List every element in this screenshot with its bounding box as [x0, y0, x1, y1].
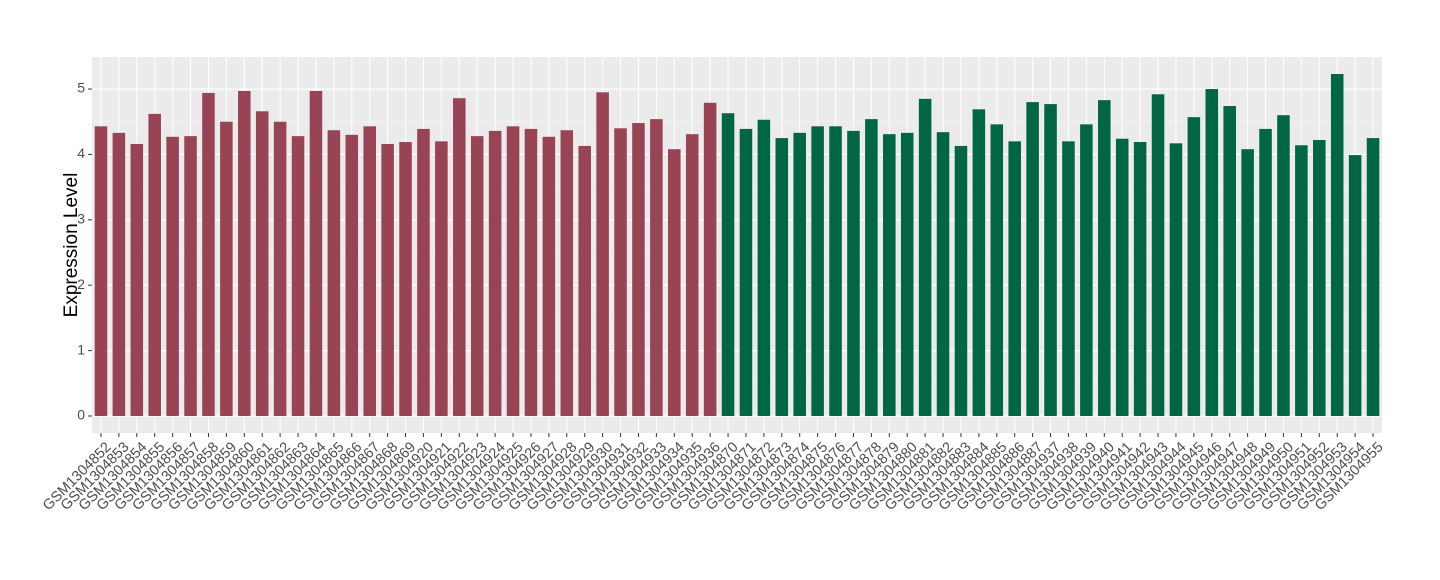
bar — [578, 145, 591, 416]
bar — [1259, 128, 1272, 416]
bar — [936, 132, 950, 416]
bar — [596, 92, 609, 416]
bar — [470, 136, 484, 416]
bar — [435, 141, 448, 416]
bar — [1330, 74, 1344, 416]
bar — [918, 98, 932, 416]
bar — [506, 126, 520, 416]
bar — [1098, 100, 1111, 416]
bar — [112, 132, 126, 416]
bar — [291, 136, 305, 416]
bar — [632, 123, 645, 416]
bar — [668, 149, 681, 416]
bar — [757, 119, 771, 416]
bar — [1044, 104, 1057, 416]
bar — [721, 113, 735, 416]
bar — [488, 130, 502, 416]
bar — [703, 102, 717, 416]
bar — [1151, 94, 1165, 416]
bar — [829, 126, 842, 416]
bar — [1169, 143, 1183, 416]
bar — [345, 134, 359, 416]
bar — [1062, 141, 1075, 416]
y-tick-label: 2 — [77, 276, 85, 292]
bar — [775, 138, 789, 416]
bar — [811, 126, 824, 416]
y-tick-label: 3 — [77, 211, 85, 227]
bar — [166, 136, 179, 416]
bar — [972, 109, 986, 416]
bar — [1080, 124, 1093, 416]
bar — [1313, 140, 1326, 416]
bar — [309, 91, 323, 416]
bar — [1277, 115, 1290, 416]
bar — [220, 121, 233, 416]
bar — [381, 143, 394, 416]
bar — [1187, 117, 1201, 416]
y-axis-title: Expression Level — [61, 173, 82, 318]
bar — [363, 126, 376, 416]
bar — [865, 119, 878, 416]
bar — [1223, 106, 1236, 416]
plot-panel — [92, 57, 1382, 433]
bar — [417, 128, 430, 416]
bar — [238, 91, 251, 416]
bar — [847, 130, 860, 416]
bar — [990, 124, 1004, 416]
bar — [327, 130, 341, 416]
bar — [399, 142, 412, 416]
bar — [1295, 145, 1308, 416]
bar — [685, 134, 699, 416]
bar — [1008, 141, 1021, 416]
bar — [793, 132, 806, 416]
bar — [954, 145, 968, 416]
bar — [524, 128, 538, 416]
bar — [273, 121, 287, 416]
bar — [1241, 149, 1254, 416]
bar — [1348, 155, 1362, 416]
bar — [650, 119, 663, 416]
bar — [148, 113, 161, 416]
y-tick-label: 1 — [77, 341, 85, 357]
bar — [1205, 89, 1219, 416]
bar — [739, 128, 753, 416]
bar — [883, 134, 896, 416]
bar — [614, 128, 627, 416]
bar — [94, 126, 108, 416]
bar — [542, 136, 556, 416]
bar — [255, 111, 269, 416]
bar — [130, 143, 144, 416]
bar — [1366, 138, 1380, 416]
bar — [453, 98, 466, 416]
bar — [1133, 142, 1147, 416]
bar — [1026, 102, 1039, 416]
y-tick-label: 4 — [77, 145, 85, 161]
y-tick-label: 0 — [77, 407, 85, 423]
y-tick-label: 5 — [77, 80, 85, 96]
bar — [560, 130, 574, 416]
bar — [202, 92, 215, 416]
bar — [1115, 138, 1129, 416]
bar — [900, 132, 914, 416]
bar — [184, 136, 197, 416]
